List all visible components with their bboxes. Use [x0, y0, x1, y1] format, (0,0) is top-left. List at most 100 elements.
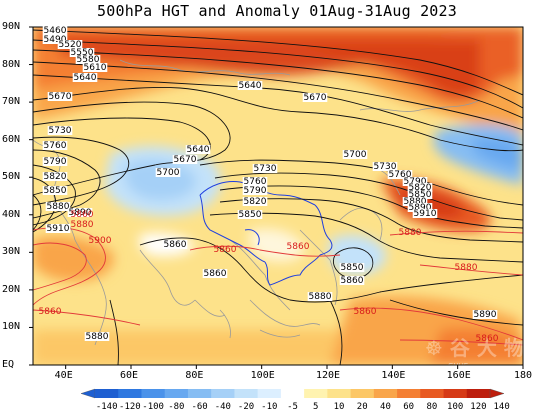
y-tick-label: 80N — [2, 58, 21, 70]
colorbar — [80, 388, 505, 399]
contour-label: 5880 — [455, 263, 478, 273]
contour-label-bg — [42, 35, 68, 44]
colorbar-segment — [211, 389, 235, 398]
contour-labels-black: 5460549055205550558056105640567057305760… — [42, 26, 498, 342]
colorbar-segment — [420, 389, 444, 398]
contour-label: 5910 — [47, 224, 70, 234]
contour-label: 5850 — [44, 186, 67, 196]
contour-labels-red: 5860 5880 5900 5860 5860 5880 5880 5860 5860 5860 — [39, 210, 499, 344]
contour-label: 5820 — [409, 183, 432, 193]
colorbar-label: -140 — [95, 402, 118, 412]
x-tick-label: 160E — [446, 370, 471, 381]
contour-label: 5760 — [44, 141, 67, 151]
colorbar-label: -80 — [168, 402, 185, 412]
contour-label: 5790 — [44, 157, 67, 167]
axis-ticks — [29, 26, 524, 369]
contour-label-bg — [407, 190, 433, 199]
colorbar-label: 10 — [333, 402, 345, 412]
contour-label: 5880 — [399, 228, 422, 238]
contour-label: 5640 — [187, 145, 210, 155]
y-tick-label: 20N — [2, 283, 21, 295]
colorbar-label: 60 — [403, 402, 415, 412]
colorbar-left-arrow — [80, 388, 96, 399]
contour-label: 5880 — [71, 220, 94, 230]
contour-label: 5670 — [49, 92, 72, 102]
colorbar-right-arrow — [489, 388, 505, 399]
colorbar-label: 120 — [470, 402, 487, 412]
contour-label: 5910 — [414, 209, 437, 219]
colorbar-segment — [327, 389, 351, 398]
contour-label: 5860 — [39, 307, 62, 317]
contour-label-bg — [339, 263, 365, 272]
colorbar-segment — [280, 389, 305, 398]
contour-label: 5790 — [244, 186, 267, 196]
contour-label-bg — [387, 170, 413, 179]
colorbar-segment — [466, 389, 491, 398]
contour-label-bg — [45, 202, 71, 211]
y-tick-label: 60N — [2, 133, 21, 145]
contour-label-bg — [202, 269, 228, 278]
contour-label-bg — [402, 177, 428, 186]
contour-label: 5860 — [341, 276, 364, 286]
contour-label-bg — [407, 183, 433, 192]
contour-label: 5490 — [44, 35, 67, 45]
contour-label: 5730 — [374, 162, 397, 172]
colorbar-segment — [187, 389, 212, 398]
contour-label: 5860 — [214, 245, 237, 255]
contour-label: 5730 — [254, 164, 277, 174]
svg-text:☸ 谷 大 物: ☸ 谷 大 物 — [425, 336, 524, 360]
contour-label-bg — [237, 81, 263, 90]
colorbar-label: -20 — [237, 402, 255, 412]
colorbar-label: -5 — [287, 402, 298, 412]
contour-label: 5860 — [354, 307, 377, 317]
contour-label: 5700 — [344, 150, 367, 160]
contour-label: 5820 — [244, 197, 267, 207]
contour-label: 5880 — [47, 202, 70, 212]
colorbar-label: 5 — [313, 402, 319, 412]
contour-label: 5550 — [71, 48, 94, 58]
colorbar-label: 20 — [356, 402, 368, 412]
contour-label-bg — [412, 209, 438, 218]
colorbar-segment — [304, 389, 328, 398]
contour-label: 5790 — [404, 177, 427, 187]
x-tick-label: 140E — [381, 370, 406, 381]
colorbar-label: -40 — [214, 402, 231, 412]
contour-label-bg — [75, 55, 101, 64]
contour-label: 5890 — [409, 203, 432, 213]
contour-label-bg — [82, 63, 108, 72]
x-tick-label: 60E — [120, 370, 139, 381]
contour-label: 5900 — [89, 236, 112, 246]
contour-label: 5670 — [304, 93, 327, 103]
contour-label-bg — [242, 177, 268, 186]
x-tick-label: 180 — [514, 370, 533, 381]
contour-label-bg — [402, 197, 428, 206]
contour-label-bg — [155, 168, 181, 177]
colorbar-segment — [350, 389, 375, 398]
contour-label: 5640 — [74, 73, 97, 83]
colorbar-segment — [95, 389, 119, 398]
y-tick-label: 70N — [2, 96, 21, 108]
contour-label: 5610 — [84, 63, 107, 73]
contour-label: 5860 — [204, 269, 227, 279]
contour-label-bg — [237, 210, 263, 219]
y-tick-label: EQ — [2, 359, 15, 370]
contour-label-bg — [57, 40, 83, 49]
colorbar-label: -120 — [119, 402, 141, 412]
contour-label-bg — [472, 310, 498, 319]
contour-label: 5890 — [69, 208, 92, 218]
colorbar-segment — [141, 389, 166, 398]
contour-label: 5760 — [244, 177, 267, 187]
contour-label: 5880 — [404, 197, 427, 207]
colorbar-segment — [443, 389, 468, 398]
colorbar-segment — [118, 389, 142, 398]
contour-label-bg — [42, 172, 68, 181]
contour-label-bg — [42, 141, 68, 150]
contour-label: 5850 — [409, 190, 432, 200]
contour-label: 5640 — [239, 81, 262, 91]
contour-label-bg — [252, 164, 278, 173]
y-tick-label: 30N — [2, 246, 21, 258]
colorbar-segment — [164, 389, 189, 398]
colorbar-label: -10 — [261, 402, 278, 412]
contour-label: 5860 — [164, 240, 187, 250]
contour-label: 5890 — [474, 310, 497, 320]
